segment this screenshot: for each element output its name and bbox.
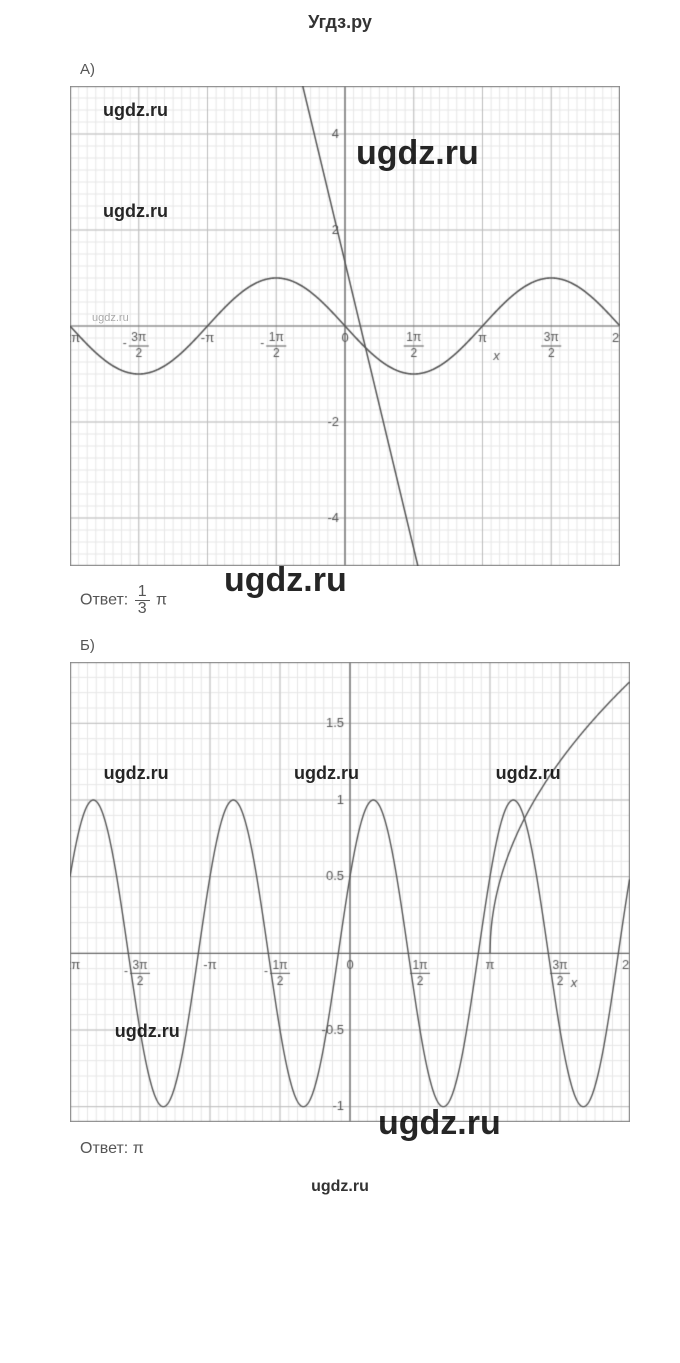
chart-b-wrapper: ugdz.ruugdz.ruugdz.ruugdz.ruugdz.ru [70, 662, 620, 1122]
answer-a-fraction: 1 3 [135, 584, 150, 617]
answer-a-frac-den: 3 [135, 601, 150, 617]
answer-a-prefix: Ответ: [80, 592, 128, 609]
answer-a-frac-num: 1 [135, 584, 150, 601]
section-b-label: Б) [80, 637, 680, 654]
page-footer: ugdz.ru [0, 1158, 680, 1208]
page-header: Угдз.ру [0, 0, 680, 41]
chart-b-canvas [70, 662, 630, 1122]
answer-a-suffix: π [156, 592, 167, 609]
chart-a-canvas [70, 86, 620, 566]
answer-b: Ответ: π [80, 1140, 680, 1158]
section-a-label: А) [80, 61, 680, 78]
answer-b-prefix: Ответ: [80, 1140, 128, 1157]
answer-a: Ответ: 1 3 π [80, 584, 680, 617]
answer-b-text: π [133, 1140, 144, 1157]
chart-a-wrapper: ugdz.ruugdz.ruugdz.ruugdz.ruugdz.ru [70, 86, 620, 566]
